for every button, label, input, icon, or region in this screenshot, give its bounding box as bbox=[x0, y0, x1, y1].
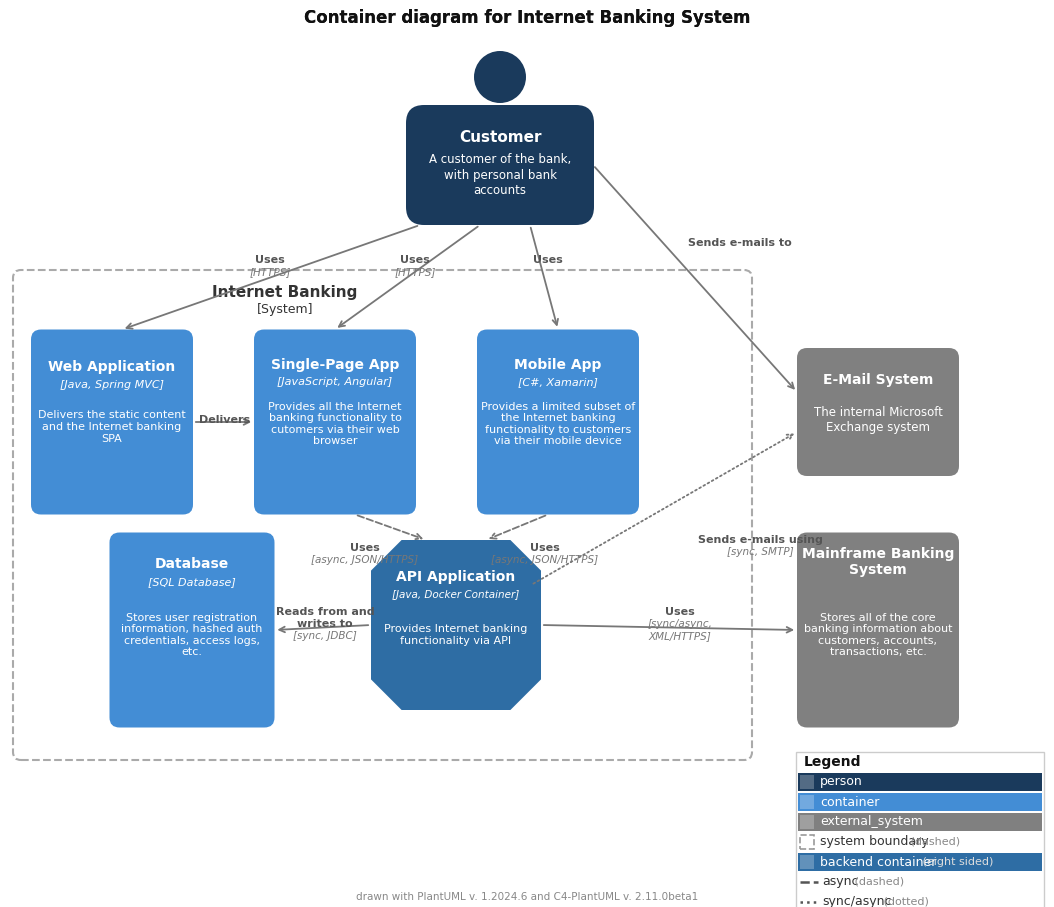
Text: [System]: [System] bbox=[257, 304, 313, 317]
Text: XML/HTTPS]: XML/HTTPS] bbox=[648, 631, 711, 641]
Text: Customer: Customer bbox=[458, 130, 542, 144]
FancyBboxPatch shape bbox=[800, 795, 814, 809]
Text: [HTTPS]: [HTTPS] bbox=[394, 267, 435, 277]
FancyBboxPatch shape bbox=[800, 835, 814, 849]
FancyBboxPatch shape bbox=[254, 329, 416, 514]
Text: Internet Banking: Internet Banking bbox=[212, 286, 357, 300]
Text: A customer of the bank,
with personal bank
accounts: A customer of the bank, with personal ba… bbox=[429, 153, 571, 197]
Text: async: async bbox=[822, 875, 859, 889]
Text: Uses: Uses bbox=[255, 255, 285, 265]
Text: [sync, JDBC]: [sync, JDBC] bbox=[293, 631, 357, 641]
FancyBboxPatch shape bbox=[406, 105, 594, 225]
Text: Uses: Uses bbox=[350, 543, 379, 553]
Text: Delivers: Delivers bbox=[199, 415, 251, 425]
Polygon shape bbox=[371, 540, 541, 710]
Text: Sends e-mails to: Sends e-mails to bbox=[688, 238, 792, 248]
Text: Database: Database bbox=[155, 557, 229, 571]
FancyBboxPatch shape bbox=[800, 815, 814, 829]
Text: [Java, Docker Container]: [Java, Docker Container] bbox=[392, 590, 520, 600]
Text: writes to: writes to bbox=[297, 619, 353, 629]
FancyBboxPatch shape bbox=[797, 348, 959, 476]
FancyBboxPatch shape bbox=[800, 855, 814, 869]
FancyBboxPatch shape bbox=[798, 773, 1042, 791]
FancyBboxPatch shape bbox=[477, 329, 639, 514]
Text: [async, JSON/HTTPS]: [async, JSON/HTTPS] bbox=[311, 555, 418, 565]
FancyBboxPatch shape bbox=[797, 532, 959, 727]
Text: (eight sided): (eight sided) bbox=[919, 857, 993, 867]
Text: system boundary: system boundary bbox=[820, 835, 929, 849]
Text: backend container: backend container bbox=[820, 855, 936, 869]
Text: [async, JSON/HTTPS]: [async, JSON/HTTPS] bbox=[491, 555, 599, 565]
FancyBboxPatch shape bbox=[800, 775, 814, 789]
Text: Provides all the Internet
banking functionality to
cutomers via their web
browse: Provides all the Internet banking functi… bbox=[269, 402, 402, 446]
Text: drawn with PlantUML v. 1.2024.6 and C4-PlantUML v. 2.11.0beta1: drawn with PlantUML v. 1.2024.6 and C4-P… bbox=[356, 892, 698, 902]
Text: The internal Microsoft
Exchange system: The internal Microsoft Exchange system bbox=[814, 406, 942, 434]
Text: [HTTPS]: [HTTPS] bbox=[250, 267, 291, 277]
Text: Provides a limited subset of
the Internet banking
functionality to customers
via: Provides a limited subset of the Interne… bbox=[481, 402, 636, 446]
Text: [C#, Xamarin]: [C#, Xamarin] bbox=[519, 377, 598, 387]
FancyBboxPatch shape bbox=[798, 793, 1042, 811]
Text: [JavaScript, Angular]: [JavaScript, Angular] bbox=[277, 377, 393, 387]
Text: sync/async: sync/async bbox=[822, 895, 892, 907]
Text: container: container bbox=[820, 795, 879, 808]
Text: Sends e-mails using: Sends e-mails using bbox=[698, 535, 822, 545]
Text: Container diagram for Internet Banking System: Container diagram for Internet Banking S… bbox=[304, 9, 750, 27]
Text: Mobile App: Mobile App bbox=[514, 358, 602, 372]
Text: person: person bbox=[820, 775, 863, 788]
Text: Stores all of the core
banking information about
customers, accounts,
transactio: Stores all of the core banking informati… bbox=[804, 612, 952, 658]
Text: Container diagram for Internet Banking System: Container diagram for Internet Banking S… bbox=[304, 9, 750, 27]
Text: (dashed): (dashed) bbox=[907, 837, 960, 847]
Text: Uses: Uses bbox=[530, 543, 560, 553]
FancyBboxPatch shape bbox=[31, 329, 193, 514]
Text: Single-Page App: Single-Page App bbox=[271, 358, 399, 372]
Circle shape bbox=[474, 51, 526, 103]
Text: external_system: external_system bbox=[820, 815, 923, 828]
Text: Provides Internet banking
functionality via API: Provides Internet banking functionality … bbox=[385, 624, 528, 646]
Text: Mainframe Banking
System: Mainframe Banking System bbox=[802, 547, 954, 577]
Text: [Java, Spring MVC]: [Java, Spring MVC] bbox=[60, 380, 164, 390]
Text: Reads from and: Reads from and bbox=[276, 607, 374, 617]
Text: Legend: Legend bbox=[804, 755, 861, 769]
Text: [sync, SMTP]: [sync, SMTP] bbox=[726, 547, 794, 557]
Text: API Application: API Application bbox=[396, 570, 515, 584]
Text: [SQL Database]: [SQL Database] bbox=[149, 577, 236, 587]
Text: (dashed): (dashed) bbox=[851, 877, 904, 887]
Text: E-Mail System: E-Mail System bbox=[823, 373, 933, 387]
Text: Uses: Uses bbox=[665, 607, 695, 617]
FancyBboxPatch shape bbox=[796, 752, 1045, 907]
Text: Stores user registration
information, hashed auth
credentials, access logs,
etc.: Stores user registration information, ha… bbox=[121, 612, 262, 658]
Text: Uses: Uses bbox=[533, 255, 563, 265]
Text: (dotted): (dotted) bbox=[880, 897, 929, 907]
Text: Delivers the static content
and the Internet banking
SPA: Delivers the static content and the Inte… bbox=[38, 410, 186, 444]
Text: [sync/async,: [sync/async, bbox=[647, 619, 713, 629]
FancyBboxPatch shape bbox=[798, 813, 1042, 831]
FancyBboxPatch shape bbox=[110, 532, 274, 727]
Text: Uses: Uses bbox=[401, 255, 430, 265]
Text: Web Application: Web Application bbox=[48, 360, 176, 374]
FancyBboxPatch shape bbox=[798, 853, 1042, 871]
